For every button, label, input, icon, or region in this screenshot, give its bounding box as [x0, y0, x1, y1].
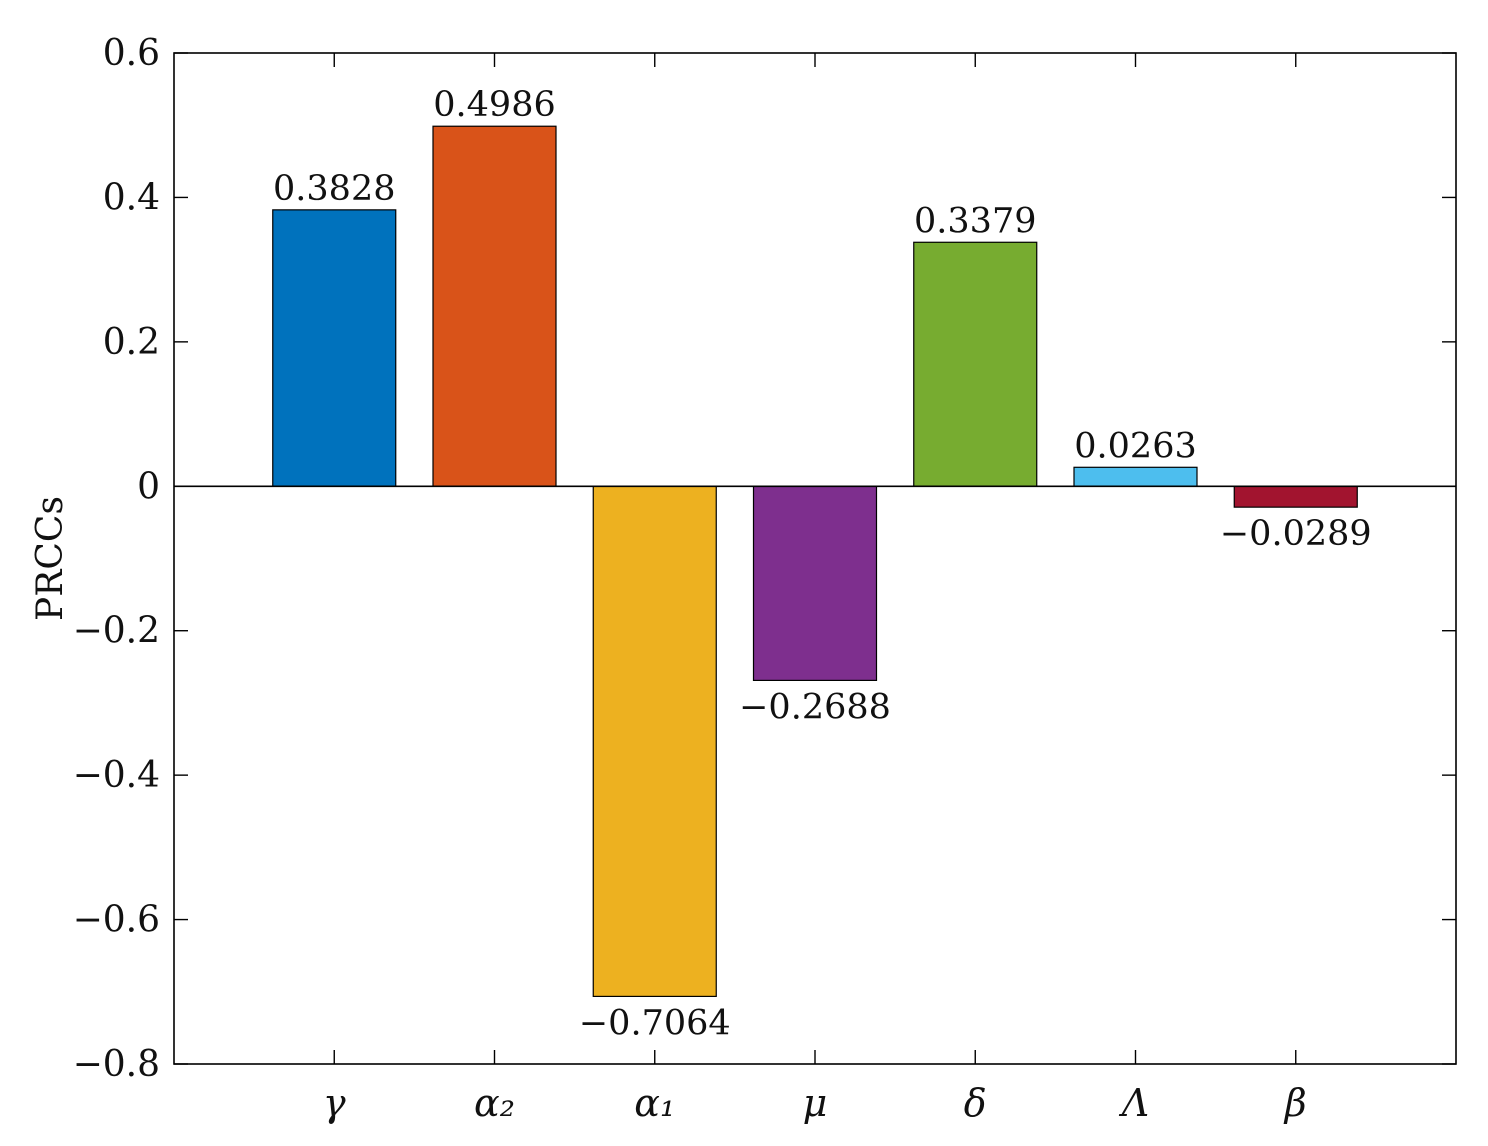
x-tick-label-3: α₁: [634, 1081, 675, 1125]
x-tick-label-5: δ: [964, 1081, 987, 1125]
y-tick-label-0: 0.6: [103, 33, 160, 74]
y-tick-label-5: −0.4: [73, 755, 160, 796]
bar-2: [432, 125, 557, 487]
data-label-1: 0.3828: [273, 169, 395, 209]
y-tick-label-7: −0.8: [73, 1044, 160, 1085]
y-axis-label: PRCCs: [30, 496, 71, 621]
data-labels-layer: 0.3828 0.4986 −0.7064 −0.2688 0.3379 0.0263 −0…: [273, 85, 1372, 1043]
y-tick-label-1: 0.4: [103, 177, 160, 218]
x-tick-label-4: μ: [803, 1081, 828, 1125]
y-tick-label-4: −0.2: [73, 611, 160, 652]
bar-1: [272, 209, 397, 487]
bar-4: [752, 485, 878, 681]
data-label-5: 0.3379: [914, 201, 1036, 241]
y-tick-label-3: 0: [137, 466, 160, 507]
data-label-7: −0.0289: [1220, 514, 1372, 554]
data-label-2: 0.4986: [433, 85, 555, 125]
y-tick-label-6: −0.6: [73, 900, 160, 941]
bars-layer: [272, 125, 1358, 998]
bar-7: [1233, 485, 1358, 508]
x-tick-label-6: Λ: [1119, 1081, 1149, 1125]
data-label-6: 0.0263: [1074, 426, 1196, 466]
data-label-3: −0.7064: [579, 1003, 731, 1043]
bar-5: [913, 241, 1038, 487]
x-tick-label-7: β: [1283, 1081, 1307, 1125]
y-tick-label-2: 0.2: [103, 322, 160, 363]
bar-3: [592, 485, 717, 998]
x-tick-label-1: γ: [323, 1081, 346, 1125]
bar-6: [1073, 466, 1198, 487]
x-tick-label-2: α₂: [474, 1081, 515, 1125]
data-label-4: −0.2688: [739, 687, 891, 727]
